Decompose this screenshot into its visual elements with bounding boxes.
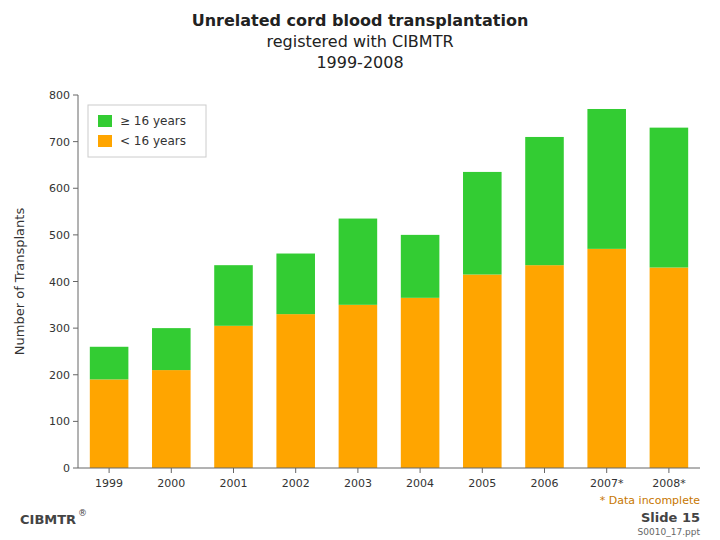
bar: [587, 249, 626, 468]
bar: [463, 275, 502, 468]
x-tick: [668, 468, 669, 473]
x-tick-label: 2002: [282, 477, 310, 490]
annotations: * Data incomplete Slide 15 S0010_17.ppt CIB…: [20, 494, 700, 537]
x-tick: [482, 468, 483, 473]
x-tick: [420, 468, 421, 473]
bars: [90, 109, 688, 468]
y-tick-label: 0: [63, 462, 70, 475]
y-tick: [73, 374, 78, 375]
y-tick: [73, 188, 78, 189]
x-tick: [606, 468, 607, 473]
x-tick-label: 2001: [220, 477, 248, 490]
x-tick-label: 2008*: [652, 477, 686, 490]
x-tick: [233, 468, 234, 473]
y-axis-label: Number of Transplants: [12, 208, 27, 356]
chart-container: Unrelated cord blood transplantation regi…: [0, 0, 720, 540]
y-tick-label: 200: [49, 369, 70, 382]
slide-number: Slide 15: [641, 510, 700, 525]
y-tick-label: 400: [49, 276, 70, 289]
x-tick: [171, 468, 172, 473]
y-tick: [73, 281, 78, 282]
bar: [587, 109, 626, 249]
y-tick: [73, 95, 78, 96]
bar: [276, 254, 315, 315]
bar: [214, 326, 253, 468]
logo-text: CIBMTR: [20, 512, 76, 527]
y-tick-label: 100: [49, 415, 70, 428]
bar: [339, 305, 378, 468]
y-tick-label: 300: [49, 322, 70, 335]
bar: [276, 314, 315, 468]
bar: [463, 172, 502, 275]
bar: [401, 298, 440, 468]
bar: [650, 128, 689, 268]
legend-label: ≥ 16 years: [120, 114, 186, 128]
y-axis: 0 100 200 300 400 500 600 700 800: [49, 89, 78, 475]
x-tick-label: 2003: [344, 477, 372, 490]
y-tick: [73, 234, 78, 235]
legend-swatch: [98, 135, 112, 147]
y-tick-label: 800: [49, 89, 70, 102]
bar: [90, 347, 129, 380]
x-tick: [295, 468, 296, 473]
legend-box: [88, 105, 206, 157]
bar: [401, 235, 440, 298]
legend: ≥ 16 years < 16 years: [88, 105, 206, 157]
y-tick-label: 500: [49, 229, 70, 242]
y-tick-label: 700: [49, 136, 70, 149]
title: registered with CIBMTR: [266, 32, 453, 51]
bar: [214, 265, 253, 326]
x-tick: [544, 468, 545, 473]
bar: [90, 379, 129, 468]
x-tick-label: 2005: [468, 477, 496, 490]
x-tick-label: 2004: [406, 477, 434, 490]
legend-label: < 16 years: [120, 134, 186, 148]
x-tick-label: 2000: [157, 477, 185, 490]
bar: [525, 265, 564, 468]
y-tick: [73, 468, 78, 469]
bar: [152, 370, 191, 468]
chart-svg: Unrelated cord blood transplantation regi…: [0, 0, 720, 540]
y-tick: [73, 421, 78, 422]
bar: [339, 219, 378, 305]
y-axis-line: [78, 95, 79, 468]
y-tick: [73, 141, 78, 142]
y-tick: [73, 328, 78, 329]
x-tick-label: 2007*: [590, 477, 624, 490]
note: * Data incomplete: [600, 494, 700, 507]
legend-swatch: [98, 115, 112, 127]
bar: [525, 137, 564, 265]
bar: [152, 328, 191, 370]
x-axis: 1999 2000 2001 2002 2003 2004 2005 2006 2007* 200…: [78, 468, 700, 490]
title: 1999-2008: [316, 53, 403, 72]
bar: [650, 268, 689, 468]
x-tick: [109, 468, 110, 473]
x-tick-label: 1999: [95, 477, 123, 490]
y-tick-label: 600: [49, 182, 70, 195]
x-tick: [357, 468, 358, 473]
logo-mark: ®: [78, 508, 87, 518]
x-tick-label: 2006: [531, 477, 559, 490]
slide-file: S0010_17.ppt: [638, 527, 701, 537]
title: Unrelated cord blood transplantation: [192, 11, 529, 30]
